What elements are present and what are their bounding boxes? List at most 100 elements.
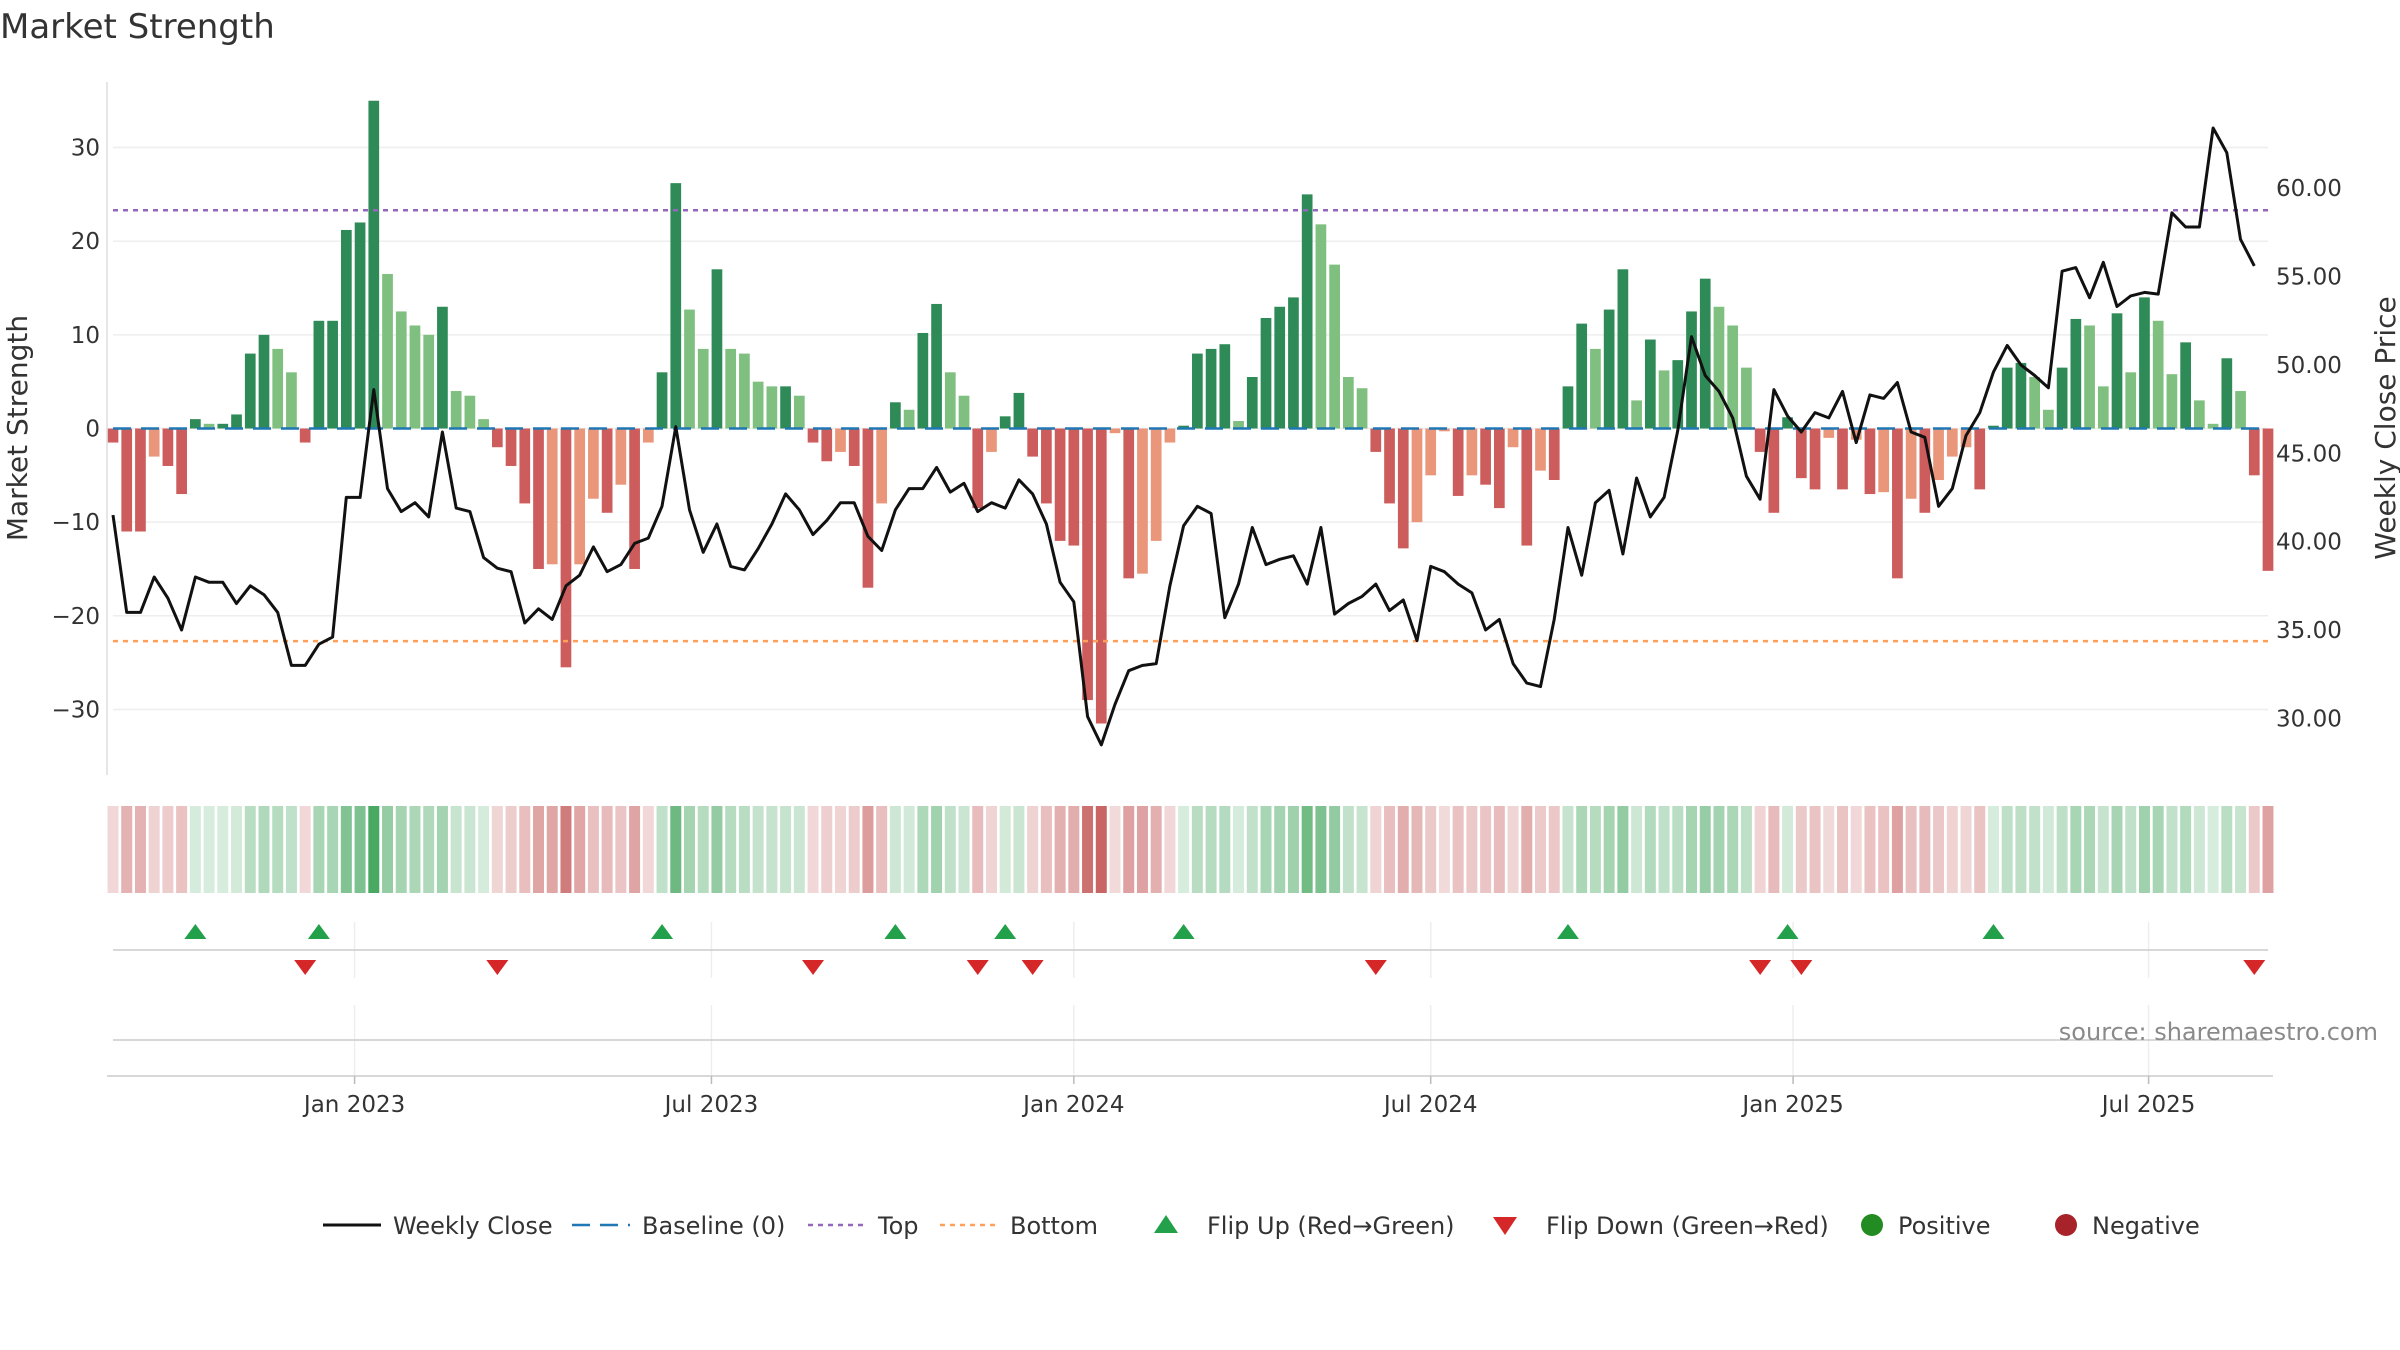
heat-cell: [1233, 806, 1245, 893]
heat-cell: [1013, 806, 1025, 893]
strength-bar: [1384, 428, 1395, 504]
strength-bar: [1988, 425, 1999, 429]
strength-bar: [2001, 367, 2013, 429]
flip-down-marker: [966, 960, 989, 975]
heat-cell: [327, 806, 339, 893]
strength-bar: [862, 428, 874, 588]
strength-bar: [1342, 376, 1354, 429]
heat-cell: [587, 806, 599, 893]
heat-cell: [2125, 806, 2137, 893]
heat-cell: [2015, 806, 2027, 893]
legend: Weekly Close Baseline (0) Top Bottom Flip Up…: [323, 1212, 2200, 1240]
legend-item: Bottom: [940, 1212, 1098, 1240]
strength-bar: [725, 348, 737, 429]
strength-bar: [1493, 428, 1505, 509]
heat-cell: [2138, 806, 2150, 893]
strength-bar: [1301, 194, 1313, 429]
source-label: source: sharemaestro.com: [2059, 1018, 2378, 1046]
heat-cell: [1397, 806, 1409, 893]
strength-bar: [1535, 428, 1546, 471]
strength-bar: [231, 414, 242, 429]
legend-label: Positive: [1898, 1212, 1991, 1240]
strength-bar: [1356, 388, 1368, 429]
strength-bar: [780, 386, 791, 429]
heat-cell: [2193, 806, 2205, 893]
strength-bar: [2166, 374, 2178, 429]
strength-bar: [1274, 306, 1286, 429]
heat-cell: [1562, 806, 1574, 893]
heat-cell: [1384, 806, 1396, 893]
heat-cell: [1301, 806, 1313, 893]
heat-cell: [1919, 806, 1931, 893]
strength-bar: [684, 309, 695, 429]
strength-bar: [1631, 400, 1642, 429]
heat-cell: [2180, 806, 2192, 893]
strength-bar: [546, 428, 558, 565]
heat-cell: [1082, 806, 1094, 893]
flip-up-marker: [994, 924, 1017, 939]
strength-bar: [2207, 423, 2219, 429]
strength-bar: [835, 428, 846, 452]
strength-bar: [1068, 428, 1080, 546]
strength-bar: [1192, 353, 1203, 429]
strength-bar: [2015, 362, 2027, 429]
strength-bar: [1109, 428, 1121, 434]
strength-bar: [2070, 318, 2082, 429]
heat-cell: [1658, 806, 1670, 893]
strength-bar: [1439, 428, 1450, 432]
heat-cell: [313, 806, 325, 893]
strength-bar: [148, 428, 160, 457]
legend-label: Flip Down (Green→Red): [1546, 1212, 1829, 1240]
left-tick-label: 30: [71, 136, 100, 162]
heat-cell: [1136, 806, 1148, 893]
strength-bar: [464, 395, 476, 429]
heat-cell: [1178, 806, 1190, 893]
strength-bar: [1329, 264, 1340, 429]
heat-cell: [107, 806, 119, 893]
heat-cell: [834, 806, 846, 893]
heat-cell: [766, 806, 778, 893]
strength-bar: [1041, 428, 1052, 504]
strength-bar: [2097, 386, 2109, 429]
strength-bar: [2248, 428, 2260, 476]
heat-cell: [203, 806, 215, 893]
heat-cell: [1274, 806, 1286, 893]
heat-cell: [2111, 806, 2123, 893]
strength-bar: [766, 386, 778, 429]
flip-down-marker: [802, 960, 825, 975]
heat-cell: [1644, 806, 1656, 893]
strength-bar: [958, 395, 970, 429]
heat-cell: [1576, 806, 1588, 893]
strength-bar: [1054, 428, 1066, 541]
heat-cell: [1795, 806, 1807, 893]
strength-bar: [217, 423, 229, 429]
strength-bar: [190, 419, 201, 429]
strength-bar: [1919, 428, 1931, 513]
strength-bar: [752, 381, 764, 429]
heat-cell: [382, 806, 394, 893]
heat-cell: [821, 806, 833, 893]
strength-bar: [1315, 224, 1327, 429]
heat-cell: [917, 806, 929, 893]
strength-bar: [1576, 323, 1588, 429]
strength-bar: [1233, 421, 1244, 429]
heat-cell: [1617, 806, 1629, 893]
heat-cell: [615, 806, 627, 893]
legend-item: Baseline (0): [572, 1212, 785, 1240]
strength-bar: [1672, 360, 1684, 429]
strength-bar: [739, 353, 750, 429]
strength-heat-strip: [107, 806, 2274, 893]
date-panel: Jan 2023 Jul 2023 Jan 2024 Jul 2024 Jan 2025…: [107, 1005, 2378, 1118]
right-axis-ticks: 60.00 55.00 50.00 45.00 40.00 35.00 30.00: [2276, 176, 2342, 732]
heat-cell: [2262, 806, 2274, 893]
heat-cell: [354, 806, 366, 893]
heat-cell: [1631, 806, 1643, 893]
strength-bar: [1219, 344, 1231, 429]
strength-bar: [1713, 306, 1725, 429]
heat-cell: [697, 806, 709, 893]
legend-swatch-down: [1493, 1217, 1517, 1235]
heat-cell: [2152, 806, 2164, 893]
legend-label: Weekly Close: [393, 1212, 553, 1240]
strength-bar: [491, 428, 503, 448]
